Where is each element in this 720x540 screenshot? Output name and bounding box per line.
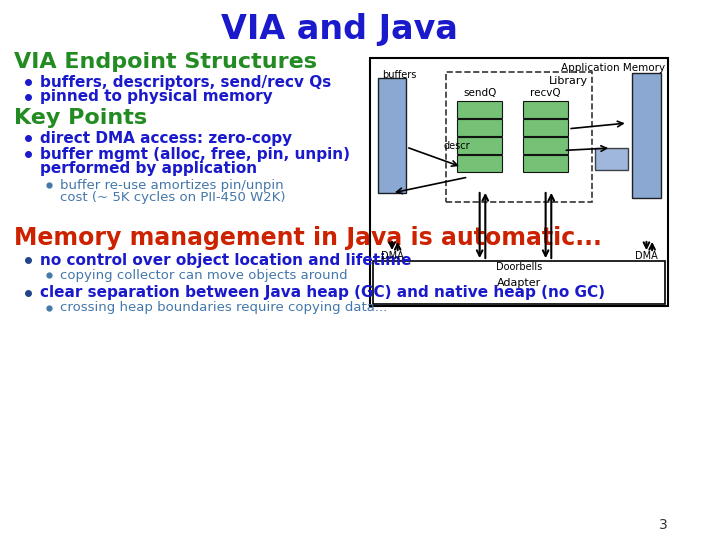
Text: buffer mgmt (alloc, free, pin, unpin): buffer mgmt (alloc, free, pin, unpin) bbox=[40, 146, 350, 161]
Text: DMA: DMA bbox=[635, 251, 658, 261]
Bar bbox=[523, 137, 568, 154]
Text: 3: 3 bbox=[659, 518, 667, 532]
Text: buffer re-use amortizes pin/unpin: buffer re-use amortizes pin/unpin bbox=[60, 179, 284, 192]
Text: VIA Endpoint Structures: VIA Endpoint Structures bbox=[14, 52, 317, 72]
Text: buffers: buffers bbox=[382, 70, 417, 80]
Bar bbox=[523, 155, 568, 172]
Text: Library: Library bbox=[549, 76, 588, 86]
Bar bbox=[523, 101, 568, 118]
Bar bbox=[370, 58, 668, 306]
Text: cost (~ 5K cycles on PII-450 W2K): cost (~ 5K cycles on PII-450 W2K) bbox=[60, 191, 286, 204]
Text: Doorbells: Doorbells bbox=[496, 262, 542, 272]
Text: pinned to physical memory: pinned to physical memory bbox=[40, 90, 272, 105]
Text: DMA: DMA bbox=[381, 251, 403, 261]
Text: copying collector can move objects around: copying collector can move objects aroun… bbox=[60, 268, 348, 281]
Bar bbox=[457, 101, 503, 118]
Text: Memory management in Java is automatic...: Memory management in Java is automatic..… bbox=[14, 226, 602, 250]
Bar bbox=[378, 78, 406, 193]
Text: descr: descr bbox=[444, 141, 470, 151]
Text: no control over object location and lifetime: no control over object location and life… bbox=[40, 253, 411, 267]
Text: crossing heap boundaries require copying data...: crossing heap boundaries require copying… bbox=[60, 301, 387, 314]
Text: performed by application: performed by application bbox=[40, 160, 257, 176]
Text: buffers, descriptors, send/recv Qs: buffers, descriptors, send/recv Qs bbox=[40, 75, 330, 90]
Bar bbox=[446, 72, 592, 202]
Bar bbox=[457, 119, 503, 136]
Text: VIA and Java: VIA and Java bbox=[221, 14, 458, 46]
Text: clear separation between Java heap (GC) and native heap (no GC): clear separation between Java heap (GC) … bbox=[40, 286, 605, 300]
Text: Key Points: Key Points bbox=[14, 108, 148, 128]
Text: sendQ: sendQ bbox=[463, 88, 496, 98]
Bar bbox=[595, 148, 628, 170]
Bar bbox=[457, 155, 503, 172]
Bar bbox=[632, 73, 660, 198]
Bar bbox=[523, 119, 568, 136]
Text: recvQ: recvQ bbox=[531, 88, 561, 98]
Text: Adapter: Adapter bbox=[497, 278, 541, 287]
Text: Application Memory: Application Memory bbox=[561, 63, 665, 73]
Bar bbox=[373, 261, 665, 304]
Bar bbox=[457, 137, 503, 154]
Text: direct DMA access: zero-copy: direct DMA access: zero-copy bbox=[40, 131, 292, 145]
